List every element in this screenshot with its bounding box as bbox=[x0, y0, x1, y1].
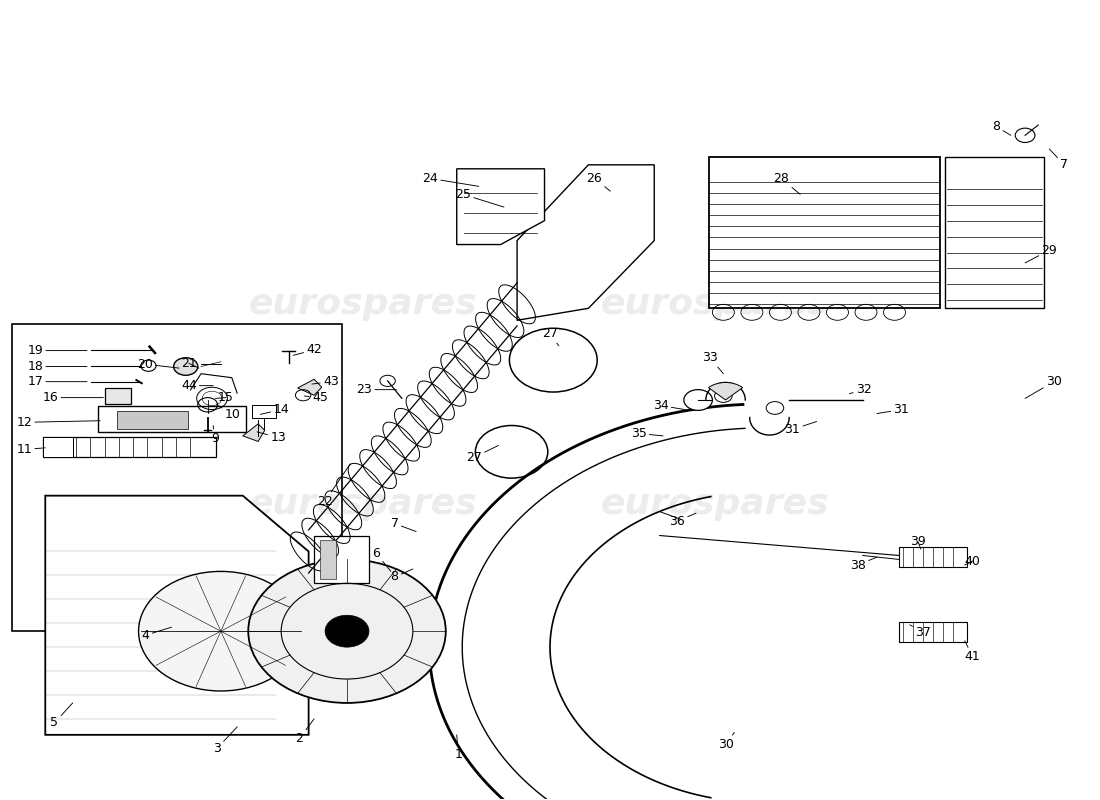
Text: 31: 31 bbox=[877, 403, 910, 416]
Text: 13: 13 bbox=[257, 431, 286, 444]
Text: 43: 43 bbox=[312, 375, 339, 388]
Bar bbox=[117, 411, 188, 430]
Circle shape bbox=[326, 615, 368, 647]
Text: 25: 25 bbox=[455, 188, 504, 207]
Polygon shape bbox=[298, 379, 322, 395]
Text: 44: 44 bbox=[180, 379, 213, 392]
Bar bbox=[899, 546, 967, 567]
Circle shape bbox=[139, 571, 304, 691]
Text: 3: 3 bbox=[213, 727, 238, 755]
Text: 6: 6 bbox=[372, 546, 390, 571]
Text: 30: 30 bbox=[1025, 375, 1062, 398]
Bar bbox=[104, 388, 131, 404]
Polygon shape bbox=[456, 169, 544, 245]
Text: 35: 35 bbox=[630, 427, 663, 440]
Text: 21: 21 bbox=[180, 357, 199, 370]
Text: 2: 2 bbox=[295, 719, 315, 746]
Text: 31: 31 bbox=[784, 422, 816, 436]
Bar bbox=[43, 437, 217, 458]
Bar bbox=[899, 622, 967, 642]
Text: 23: 23 bbox=[356, 383, 396, 396]
Text: 17: 17 bbox=[28, 375, 87, 388]
Wedge shape bbox=[708, 382, 742, 400]
Bar bbox=[315, 535, 368, 583]
Text: 27: 27 bbox=[542, 327, 559, 346]
Text: 1: 1 bbox=[454, 735, 462, 762]
Text: 27: 27 bbox=[466, 446, 498, 464]
Text: eurospares: eurospares bbox=[250, 486, 477, 521]
Text: eurospares: eurospares bbox=[601, 486, 829, 521]
Text: 14: 14 bbox=[261, 403, 289, 416]
Text: 16: 16 bbox=[43, 391, 103, 404]
Text: 7: 7 bbox=[390, 517, 416, 531]
Bar bbox=[12, 324, 341, 631]
Bar bbox=[320, 539, 336, 579]
Text: 30: 30 bbox=[718, 733, 735, 751]
Text: 39: 39 bbox=[910, 534, 925, 549]
Text: 12: 12 bbox=[16, 416, 100, 429]
Text: 24: 24 bbox=[422, 172, 478, 186]
Text: eurospares: eurospares bbox=[601, 287, 829, 322]
Text: 45: 45 bbox=[305, 391, 328, 404]
Text: 8: 8 bbox=[390, 569, 412, 583]
Text: 19: 19 bbox=[28, 344, 87, 357]
Bar bbox=[945, 157, 1044, 308]
Bar bbox=[252, 405, 276, 418]
Text: 9: 9 bbox=[211, 426, 219, 445]
Text: 5: 5 bbox=[51, 703, 73, 730]
Bar bbox=[98, 406, 246, 432]
Text: 41: 41 bbox=[965, 641, 980, 663]
Polygon shape bbox=[517, 165, 654, 320]
Circle shape bbox=[684, 390, 713, 410]
Text: 26: 26 bbox=[586, 172, 611, 191]
Bar bbox=[710, 157, 939, 308]
Text: 20: 20 bbox=[136, 358, 179, 370]
Circle shape bbox=[174, 358, 198, 375]
Text: 10: 10 bbox=[217, 405, 241, 421]
Text: 38: 38 bbox=[850, 557, 877, 571]
Text: 29: 29 bbox=[1025, 244, 1057, 263]
Text: 4: 4 bbox=[142, 627, 172, 642]
Text: eurospares: eurospares bbox=[250, 287, 477, 322]
Polygon shape bbox=[45, 496, 309, 735]
Text: 8: 8 bbox=[992, 120, 1011, 135]
Bar bbox=[43, 437, 73, 458]
Text: 28: 28 bbox=[773, 172, 800, 194]
Text: 11: 11 bbox=[16, 443, 45, 456]
Text: 42: 42 bbox=[294, 343, 322, 356]
Text: 37: 37 bbox=[910, 625, 932, 639]
Circle shape bbox=[249, 559, 446, 703]
Text: 34: 34 bbox=[652, 399, 685, 412]
Text: 7: 7 bbox=[1049, 149, 1068, 171]
Text: 33: 33 bbox=[702, 351, 724, 374]
Text: 22: 22 bbox=[317, 464, 350, 508]
Polygon shape bbox=[243, 424, 265, 442]
Text: 32: 32 bbox=[849, 383, 871, 396]
Text: 36: 36 bbox=[669, 514, 696, 528]
Text: 40: 40 bbox=[965, 554, 980, 567]
Text: 15: 15 bbox=[216, 391, 234, 404]
Text: 18: 18 bbox=[28, 360, 87, 373]
